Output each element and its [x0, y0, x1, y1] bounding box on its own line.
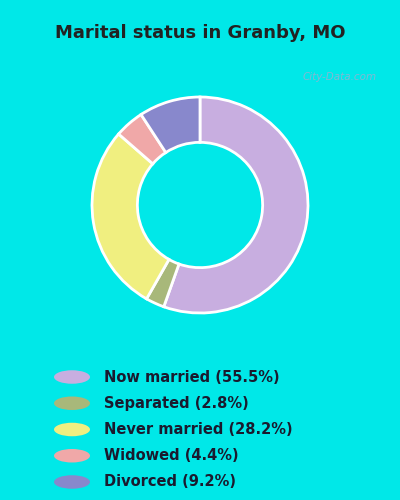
Text: Now married (55.5%): Now married (55.5%) [104, 370, 280, 384]
Circle shape [54, 449, 90, 462]
Wedge shape [164, 97, 308, 313]
Wedge shape [146, 260, 179, 306]
Text: Divorced (9.2%): Divorced (9.2%) [104, 474, 236, 490]
Text: Widowed (4.4%): Widowed (4.4%) [104, 448, 239, 463]
Circle shape [54, 370, 90, 384]
Circle shape [54, 423, 90, 436]
Circle shape [54, 396, 90, 410]
Text: Separated (2.8%): Separated (2.8%) [104, 396, 249, 411]
Wedge shape [119, 114, 166, 164]
Wedge shape [92, 134, 169, 299]
Text: City-Data.com: City-Data.com [302, 72, 377, 82]
Text: Marital status in Granby, MO: Marital status in Granby, MO [55, 24, 345, 42]
Wedge shape [141, 97, 200, 152]
Circle shape [54, 475, 90, 489]
Text: Never married (28.2%): Never married (28.2%) [104, 422, 293, 437]
